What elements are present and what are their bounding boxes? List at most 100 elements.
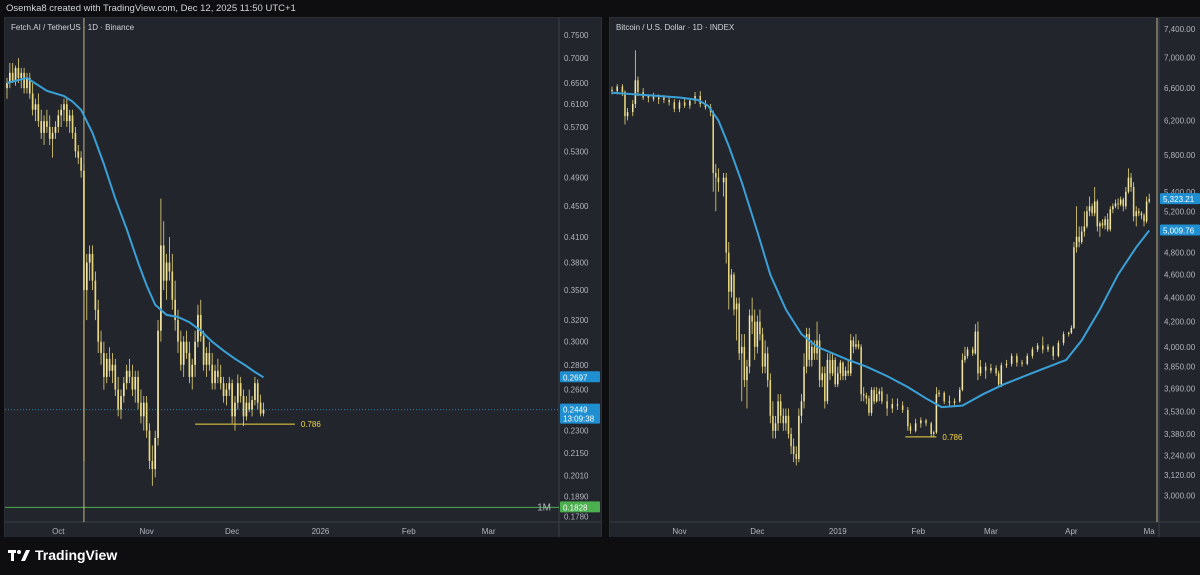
candle-body: [875, 394, 878, 402]
candle-body: [751, 315, 753, 322]
y-tick-label: 3,690.00: [1164, 385, 1196, 394]
y-tick-label: 3,240.00: [1164, 452, 1196, 461]
candle-body: [1067, 332, 1070, 335]
candle-body: [1104, 219, 1106, 226]
x-tick-label: 2026: [312, 527, 330, 536]
candle-body: [34, 104, 37, 110]
candle-body: [125, 370, 128, 384]
price-label-box: [1160, 224, 1200, 236]
candle-body: [54, 126, 57, 133]
x-tick-label: Oct: [52, 527, 65, 536]
chart-title: Bitcoin / U.S. Dollar · 1D · INDEX: [616, 23, 735, 32]
candle-body: [873, 389, 875, 402]
candle-body: [920, 420, 922, 424]
chart-title: Fetch.AI / TetherUS · 1D · Binance: [11, 23, 135, 32]
candle-body: [1021, 362, 1023, 364]
candle-body: [1117, 203, 1119, 205]
price-label-value: 5,323.21: [1163, 195, 1195, 204]
candle-body: [100, 341, 102, 354]
moving-average-line: [611, 91, 1150, 409]
candle-body: [943, 392, 945, 402]
x-tick-label: Dec: [225, 527, 239, 536]
y-tick-label: 0.4100: [564, 233, 589, 242]
chart-panel-fetch[interactable]: Fetch.AI / TetherUS · 1D · Binance 0.7500…: [4, 17, 602, 539]
candle-body: [824, 373, 826, 402]
candle-body: [219, 376, 222, 384]
candle-body: [103, 353, 105, 377]
candle-body: [935, 394, 938, 433]
candle-body: [259, 402, 262, 414]
candle-body: [31, 93, 34, 110]
fib-level-label: 0.786: [301, 420, 322, 429]
candle-body: [668, 99, 670, 103]
candle-body: [63, 104, 65, 110]
candle-body: [1132, 186, 1135, 217]
y-tick-label: 7,400.00: [1164, 25, 1196, 34]
candle-body: [43, 121, 45, 133]
candle-body: [108, 358, 111, 371]
candle-body: [764, 353, 766, 367]
candle-body: [753, 321, 756, 347]
candle-body: [1114, 203, 1117, 207]
candle-body: [787, 415, 790, 434]
candle-body: [678, 102, 681, 109]
candle-body: [111, 364, 114, 371]
candle-body: [157, 330, 159, 438]
y-tick-label: 0.3200: [564, 316, 589, 325]
candle-body: [97, 309, 100, 342]
candle-body: [1005, 363, 1008, 366]
candle-body: [779, 401, 782, 416]
y-tick-label: 4,200.00: [1164, 318, 1196, 327]
fetch-chart-svg[interactable]: Fetch.AI / TetherUS · 1D · Binance 0.7500…: [5, 18, 601, 538]
candle-body: [756, 321, 759, 347]
y-tick-label: 5,800.00: [1164, 151, 1196, 160]
candle-body: [57, 115, 60, 127]
candle-body: [23, 72, 25, 89]
tradingview-brand[interactable]: TradingView: [8, 547, 117, 563]
candle-body: [938, 392, 940, 395]
candle-body: [759, 321, 761, 335]
candle-body: [154, 437, 157, 470]
candle-body: [712, 112, 714, 173]
candle-body: [974, 331, 977, 354]
y-tick-label: 3,850.00: [1164, 363, 1196, 372]
candle-body: [1122, 199, 1125, 207]
candle-body: [1138, 211, 1140, 214]
candle-body: [865, 395, 868, 399]
y-tick-label: 0.3000: [564, 338, 589, 347]
candle-body: [626, 112, 629, 117]
y-tick-label: 4,000.00: [1164, 343, 1196, 352]
candle-body: [657, 97, 660, 100]
y-tick-label: 0.7500: [564, 31, 589, 40]
candle-body: [735, 303, 738, 310]
candle-body: [217, 370, 219, 377]
candle-body: [948, 401, 951, 403]
candle-body: [231, 383, 233, 417]
support-line-label: 1M: [537, 502, 551, 513]
chart-panel-bitcoin[interactable]: Bitcoin / U.S. Dollar · 1D · INDEX 7,400.…: [609, 17, 1200, 539]
candle-body: [74, 132, 77, 152]
candle-body: [188, 353, 191, 377]
candle-body: [214, 370, 216, 384]
candle-body: [1042, 345, 1044, 350]
candle-body: [248, 402, 251, 410]
candle-body: [1016, 355, 1018, 363]
candle-body: [117, 389, 119, 410]
candle-body: [826, 359, 829, 402]
tradingview-brand-text: TradingView: [35, 547, 118, 563]
candle-body: [805, 334, 808, 367]
candle-body: [852, 340, 855, 347]
y-tick-label: 0.4900: [564, 174, 589, 183]
candle-body: [191, 364, 194, 377]
candle-body: [616, 86, 618, 92]
candle-body: [94, 280, 97, 310]
candle-body: [829, 359, 831, 374]
bitcoin-chart-svg[interactable]: Bitcoin / U.S. Dollar · 1D · INDEX 7,400.…: [610, 18, 1200, 538]
candle-body: [165, 262, 168, 281]
candle-body: [689, 100, 691, 106]
candle-body: [881, 391, 883, 402]
y-tick-label: 6,200.00: [1164, 116, 1196, 125]
y-tick-label: 0.2600: [564, 386, 589, 395]
y-tick-label: 5,400.00: [1164, 188, 1196, 197]
candle-body: [1130, 177, 1132, 187]
